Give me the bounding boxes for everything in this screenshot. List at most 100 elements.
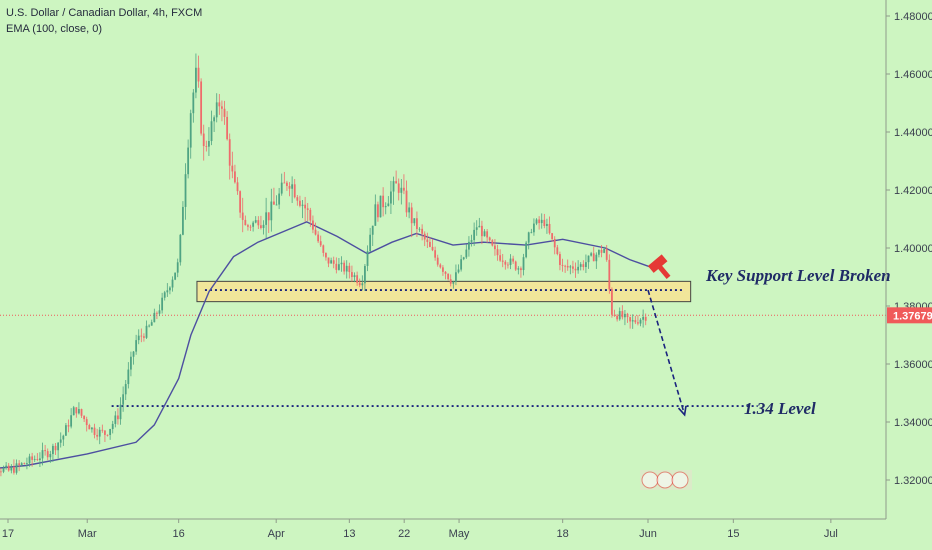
candle-body (314, 229, 317, 235)
candle-body (304, 204, 307, 209)
candle-body (179, 234, 182, 263)
candle-body (278, 193, 281, 205)
candle-body (356, 275, 359, 283)
candle-body (200, 81, 203, 134)
candle-body (143, 336, 145, 338)
candle-body (546, 223, 548, 226)
candle-body (273, 201, 275, 205)
candle-body (0, 471, 2, 473)
candle-body (530, 232, 533, 234)
candle-body (582, 264, 585, 268)
candle-body (288, 185, 291, 189)
candle-body (254, 220, 257, 223)
y-tick-label: 1.36000 (894, 359, 932, 371)
candle-body (49, 454, 52, 458)
candle-body (7, 465, 10, 471)
x-tick-label: 15 (727, 528, 739, 540)
candle-body (91, 427, 93, 430)
candle-body (150, 322, 153, 326)
candle-body (239, 191, 242, 213)
candle-body (595, 254, 598, 262)
candle-body (475, 227, 478, 230)
x-tick-label: 18 (557, 528, 569, 540)
candle-body (85, 419, 88, 426)
candle-body (197, 67, 200, 82)
candle-body (161, 297, 164, 311)
candle-body (267, 212, 270, 221)
x-tick-label: 13 (343, 528, 355, 540)
candle-body (202, 133, 205, 147)
y-tick-label: 1.44000 (894, 127, 932, 139)
candle-body (481, 225, 483, 237)
candle-body (283, 182, 286, 184)
candle-body (109, 429, 112, 435)
last-price-layer: 1.37679 (887, 307, 932, 324)
candle-body (2, 467, 5, 472)
candle-body (169, 287, 171, 291)
candle-body (145, 325, 148, 338)
ema-layer (0, 221, 655, 469)
candle-body (400, 187, 403, 193)
x-tick-label: Jun (639, 528, 657, 540)
candle-body (551, 233, 554, 239)
candle-body (124, 384, 127, 395)
candle-body (371, 225, 374, 235)
ema-line (0, 221, 655, 469)
candle-body (377, 204, 379, 218)
candle-body (5, 465, 8, 468)
candle-body (78, 409, 80, 414)
candle-body (473, 229, 476, 241)
candle-body (447, 273, 450, 280)
candle-body (301, 204, 304, 206)
candle-body (639, 319, 642, 324)
candle-body (59, 439, 62, 443)
candle-body (106, 434, 109, 436)
candle-body (587, 255, 590, 263)
candle-body (585, 262, 587, 268)
candle-body (130, 356, 132, 370)
candle-body (605, 248, 608, 260)
candle-body (644, 316, 647, 321)
candle-body (205, 146, 208, 147)
candle-body (501, 260, 504, 262)
candle-body (504, 261, 507, 265)
candle-body (330, 260, 333, 264)
candle-body (618, 311, 621, 320)
candle-body (57, 442, 60, 451)
candle-body (634, 320, 637, 323)
candle-body (72, 407, 75, 416)
candle-body (10, 466, 13, 471)
candle-body (174, 272, 177, 280)
candle-body (325, 252, 327, 258)
y-tick-label: 1.46000 (894, 69, 932, 81)
candle-body (603, 248, 606, 253)
annotations-layer: Key Support Level Broken 1.34 Level (640, 254, 891, 490)
candle-body (104, 430, 106, 435)
candle-body (579, 264, 582, 267)
candle-body (548, 223, 551, 234)
candle-body (613, 314, 616, 316)
candle-body (543, 219, 546, 226)
candle-body (369, 234, 372, 252)
candle-body (247, 225, 249, 227)
candle-body (62, 435, 65, 440)
candle-body (54, 445, 57, 451)
candle-body (171, 279, 174, 288)
candle-body (379, 195, 382, 218)
x-tick-label: Jul (824, 528, 838, 540)
candle-body (153, 312, 156, 323)
candle-body (280, 182, 283, 194)
candle-body (52, 445, 54, 455)
candle-body (561, 264, 564, 266)
candle-body (137, 335, 140, 341)
candle-body (20, 463, 23, 465)
candle-body (189, 113, 192, 148)
candle-body (13, 466, 15, 473)
candle-body (96, 434, 99, 437)
candle-body (460, 259, 463, 270)
y-tick-label: 1.40000 (894, 243, 932, 255)
candle-body (423, 233, 426, 240)
plot-background (0, 0, 886, 519)
candle-body (44, 450, 47, 452)
